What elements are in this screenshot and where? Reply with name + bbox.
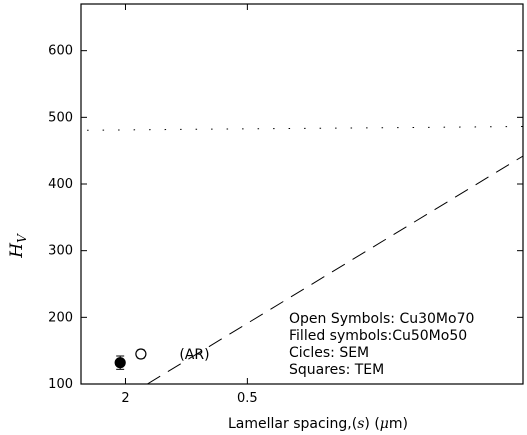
filled-circle-point <box>114 357 126 369</box>
data-points <box>114 348 147 370</box>
y-tick-label: 400 <box>48 177 73 192</box>
y-tick-label: 600 <box>48 44 73 59</box>
x-axis-label: Lamellar spacing,(s) (μm) <box>228 416 408 432</box>
legend-line-open-symbols: Open Symbols: Cu30Mo70 <box>289 311 474 327</box>
dashed-fit-line <box>147 155 523 384</box>
legend-line-filled-symbols: Filled symbols:Cu50Mo50 <box>289 328 467 344</box>
open-circle-point <box>135 348 147 360</box>
y-tick-label: 100 <box>48 377 73 392</box>
x-tick-label: 0.5 <box>237 391 258 406</box>
y-tick-label: 500 <box>48 110 73 125</box>
legend: Open Symbols: Cu30Mo70 Filled symbols:Cu… <box>289 311 474 378</box>
y-tick-label: 200 <box>48 310 73 325</box>
annotations: (AR) <box>179 347 209 363</box>
y-tick-label: 300 <box>48 244 73 259</box>
x-axis-ticks: 20.50.10.050.01 <box>121 4 258 406</box>
dotted-fit-line <box>81 126 523 131</box>
fit-lines <box>81 126 523 384</box>
x-tick-label: 2 <box>121 391 129 406</box>
annotation-ar: (AR) <box>179 347 209 363</box>
plot-frame <box>80 3 524 385</box>
legend-line-squares: Squares: TEM <box>289 362 384 378</box>
legend-line-circles: Cicles: SEM <box>289 345 369 361</box>
y-axis-label: HV <box>7 233 29 259</box>
y-axis-ticks: 100 200 300 400 500 600 <box>48 44 523 392</box>
